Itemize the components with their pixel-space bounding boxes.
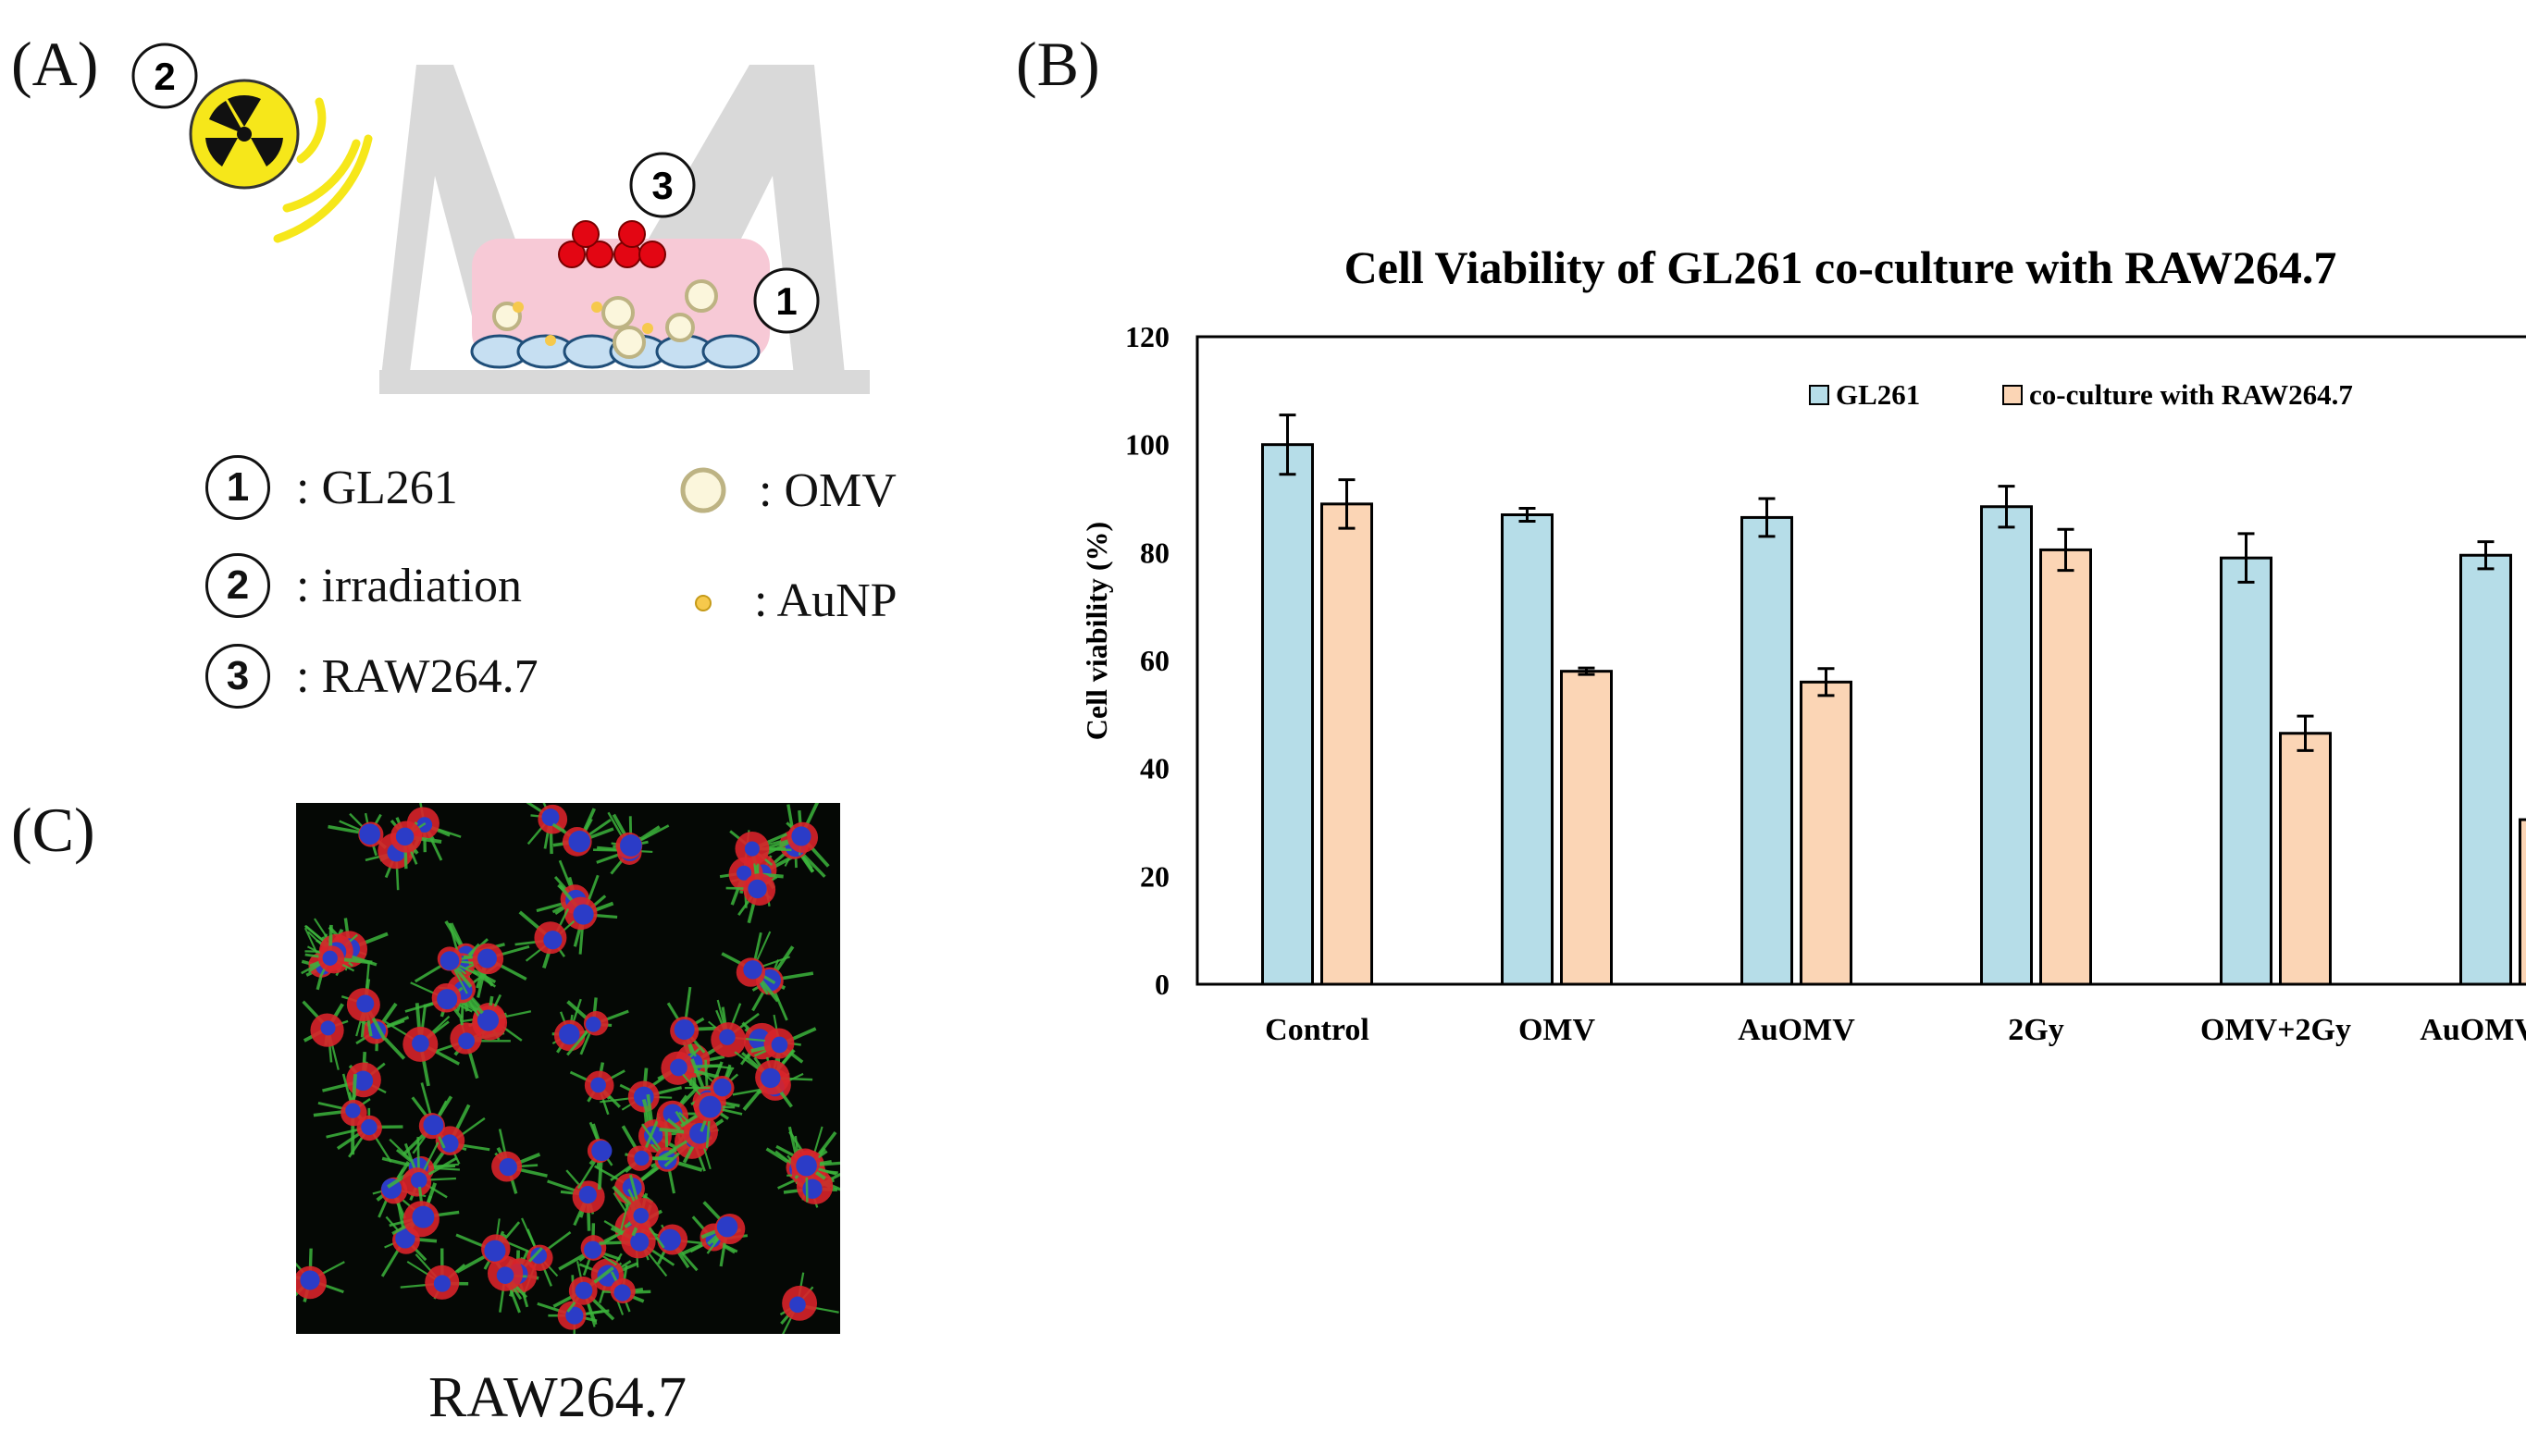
error-bar [1817, 667, 1835, 697]
x-tick-label: 2Gy [2008, 1013, 2063, 1047]
aunp-icon [695, 594, 712, 611]
diagram-marker-1-text: 1 [775, 279, 797, 323]
legend-omv: : OMV [675, 463, 897, 518]
error-bar [2237, 532, 2255, 584]
y-tick-label: 120 [1125, 320, 1170, 353]
bar-coculture [2039, 548, 2092, 986]
legend-swatch [1809, 385, 1829, 405]
legend-irradiation: 2 : irradiation [205, 553, 522, 618]
cell-viability-chart: Cell Viability of GL261 co-culture with … [1080, 241, 2526, 1047]
y-tick-label: 80 [1140, 536, 1170, 569]
x-tick-label: AuOMV+2Gy [2420, 1013, 2526, 1047]
y-tick-label: 20 [1140, 859, 1170, 893]
bar-gl261 [1740, 515, 1793, 986]
legend-marker-2: 2 [205, 553, 270, 618]
radiation-icon [189, 79, 300, 190]
diagram-marker-1: 1 [753, 267, 820, 334]
legend-label-gl261: : GL261 [296, 461, 458, 514]
legend-item: GL261 [1809, 378, 1920, 411]
bar-coculture [1320, 502, 1373, 986]
bar-gl261 [1980, 505, 2033, 986]
aunp-particles [513, 302, 653, 346]
y-tick-label: 100 [1125, 428, 1170, 462]
bars [1261, 443, 2526, 986]
legend-label: co-culture with RAW264.7 [2029, 378, 2353, 411]
legend-raw264: 3 : RAW264.7 [205, 644, 539, 709]
error-bar [1578, 666, 1595, 676]
error-bar [1338, 478, 1356, 530]
bar-coculture [2279, 732, 2332, 986]
legend-label: GL261 [1836, 378, 1920, 411]
bar-gl261 [2459, 553, 2512, 986]
micrograph-caption: RAW264.7 [428, 1366, 687, 1429]
error-bar [2297, 714, 2314, 752]
plot-area-frame [1195, 335, 2526, 986]
x-tick-label: AuOMV [1738, 1013, 1855, 1047]
bar-gl261 [1501, 513, 1554, 986]
omv-icon [680, 467, 726, 513]
bar-coculture [1560, 670, 1613, 986]
legend-marker-1: 1 [205, 455, 270, 520]
bar-coculture [2519, 818, 2526, 986]
x-tick-label: OMV+2Gy [2200, 1013, 2351, 1047]
legend-swatch [2002, 385, 2023, 405]
radiation-waves [273, 97, 373, 243]
diagram-marker-2: 2 [131, 43, 198, 109]
legend-label-omv: : OMV [759, 463, 897, 517]
x-tick-label: Control [1265, 1013, 1369, 1047]
raw264-cells [558, 220, 666, 268]
y-tick-label: 0 [1155, 968, 1170, 1001]
panel-b-label: (B) [1016, 29, 1100, 99]
diagram-marker-2-text: 2 [154, 55, 175, 98]
x-tick-label: OMV [1518, 1013, 1596, 1047]
error-bars [1279, 413, 2495, 752]
chart-y-axis-label: Cell viability (%) [1080, 522, 1113, 740]
legend-label-aunp: : AuNP [754, 574, 898, 627]
micrograph-cells [296, 803, 840, 1334]
legend-aunp: : AuNP [689, 574, 898, 628]
chart-title: Cell Viability of GL261 co-culture with … [1344, 241, 2337, 293]
gl261-cell-layer [470, 334, 761, 369]
panel-a-label: (A) [11, 29, 99, 99]
error-bar [2477, 540, 2495, 571]
legend-label-raw264: : RAW264.7 [296, 649, 539, 703]
legend-item: co-culture with RAW264.7 [2002, 378, 2353, 411]
chart-legend: GL261 co-culture with RAW264.7 [1809, 378, 2353, 411]
diagram-marker-3-text: 3 [651, 164, 673, 207]
y-ticks: 0 20 40 60 80 100 120 [1125, 320, 1170, 1001]
x-tick-labels: Control OMV AuOMV 2Gy OMV+2Gy AuOMV+2Gy [1265, 1013, 2526, 1047]
omv-particles [492, 279, 718, 359]
y-tick-label: 60 [1140, 644, 1170, 677]
experiment-diagram: 2 3 1 [131, 43, 870, 394]
bar-gl261 [1261, 443, 1314, 986]
raw264-micrograph [296, 803, 840, 1334]
error-bar [2057, 527, 2074, 573]
error-bar [1998, 485, 2015, 529]
bar-gl261 [2220, 556, 2272, 986]
y-tick-label: 40 [1140, 752, 1170, 785]
error-bar [1518, 507, 1536, 523]
legend-gl261: 1 : GL261 [205, 455, 458, 520]
diagram-marker-3: 3 [629, 152, 696, 218]
panel-c-label: (C) [11, 795, 95, 865]
culture-plate-base [379, 370, 870, 394]
legend-label-irradiation: : irradiation [296, 559, 523, 612]
bar-coculture [1800, 680, 1852, 986]
error-bar [1758, 497, 1776, 538]
error-bar [1279, 413, 1296, 476]
legend-marker-3: 3 [205, 644, 270, 709]
